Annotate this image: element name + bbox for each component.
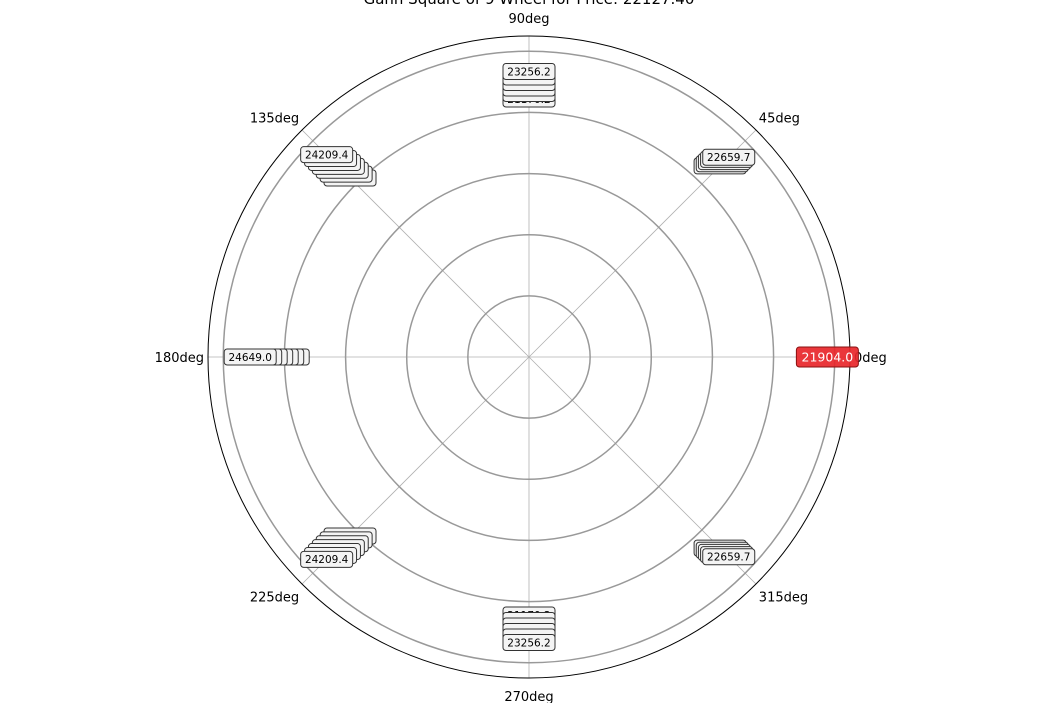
level-price-label: 22659.7: [707, 552, 750, 564]
marker-cluster-45: 22659.7: [693, 148, 756, 175]
level-box: [795, 346, 859, 368]
level-price-label: 23256.2: [507, 637, 550, 649]
marker-cluster-315: 22659.7: [693, 539, 756, 566]
level-box: [702, 148, 756, 166]
angle-label-0: 0deg: [854, 351, 887, 366]
level-box: [502, 634, 556, 652]
angle-label-315: 315deg: [759, 591, 808, 606]
level-price-label: 23256.2: [507, 66, 550, 78]
chart-title: Gann Square of 9 Wheel for Price: 22127.…: [364, 0, 695, 8]
level-box: [300, 146, 354, 164]
level-box: [702, 548, 756, 566]
angle-label-90: 90deg: [508, 12, 549, 27]
price-markers: 21904.0 22659.7 21170.223256.2 20673.024209…: [223, 62, 859, 652]
highlight-price-label: 21904.0: [802, 350, 854, 365]
angle-labels: 0deg 45deg 90deg 135deg 180deg 225deg 270deg 31…: [155, 12, 887, 703]
angle-label-180: 180deg: [155, 351, 204, 366]
marker-cluster-90: 21170.223256.2: [502, 62, 556, 108]
radial-circle-3: [344, 172, 714, 542]
angle-label-225: 225deg: [250, 591, 299, 606]
marker-cluster-270: 21170.223256.2: [502, 606, 556, 652]
angle-label-135: 135deg: [250, 111, 299, 126]
angle-label-45: 45deg: [759, 111, 800, 126]
radial-circle-1: [467, 295, 591, 419]
level-box: [223, 348, 277, 366]
radial-circle-2: [405, 233, 653, 481]
level-box: [300, 550, 354, 568]
level-price-label: 24649.0: [228, 352, 271, 364]
angle-label-270: 270deg: [504, 690, 553, 703]
marker-cluster-180: 0009.024649.0: [223, 348, 310, 366]
marker-cluster-0: 21904.0: [795, 346, 859, 368]
level-price-label: 24209.4: [305, 149, 349, 161]
level-box: [502, 62, 556, 80]
level-price-label: 22659.7: [707, 152, 750, 164]
level-price-label: 24209.4: [305, 554, 349, 566]
